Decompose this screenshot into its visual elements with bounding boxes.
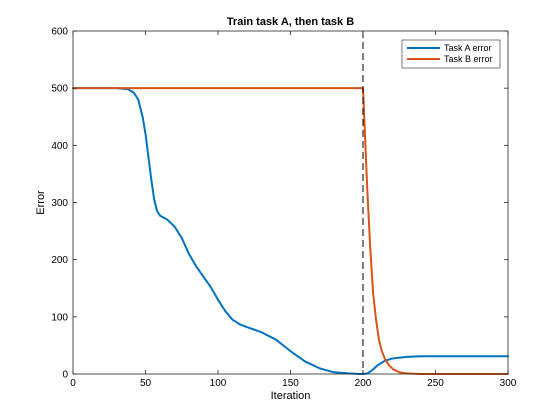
legend-label: Task A error bbox=[444, 43, 492, 53]
ticks-layer: 0 50 100 150 200 250 300 0 100 200 300 400 500 600 bbox=[51, 27, 516, 390]
y-tick-label: 300 bbox=[51, 198, 68, 209]
plot-area bbox=[73, 31, 508, 374]
x-tick-label: 150 bbox=[282, 378, 299, 389]
x-tick-label: 50 bbox=[140, 378, 152, 389]
y-tick-label: 500 bbox=[51, 84, 68, 95]
legend-box bbox=[401, 39, 501, 69]
x-tick-label: 0 bbox=[70, 378, 76, 389]
legend-label: Task B error bbox=[444, 54, 493, 64]
x-tick-label: 200 bbox=[355, 378, 372, 389]
y-tick-label: 200 bbox=[51, 255, 68, 266]
y-tick-label: 100 bbox=[51, 312, 68, 323]
y-tick-label: 400 bbox=[51, 141, 68, 152]
x-tick-label: 250 bbox=[427, 378, 444, 389]
chart-title: Train task A, then task B bbox=[227, 16, 354, 28]
x-tick-label: 100 bbox=[210, 378, 227, 389]
series-line-task-a bbox=[72, 87, 509, 375]
x-tick-label: 300 bbox=[500, 378, 517, 389]
y-tick-label: 0 bbox=[62, 370, 68, 381]
x-axis-label: Iteration bbox=[271, 390, 311, 402]
y-axis-label: Error bbox=[35, 190, 47, 215]
y-tick-label: 600 bbox=[51, 27, 68, 38]
